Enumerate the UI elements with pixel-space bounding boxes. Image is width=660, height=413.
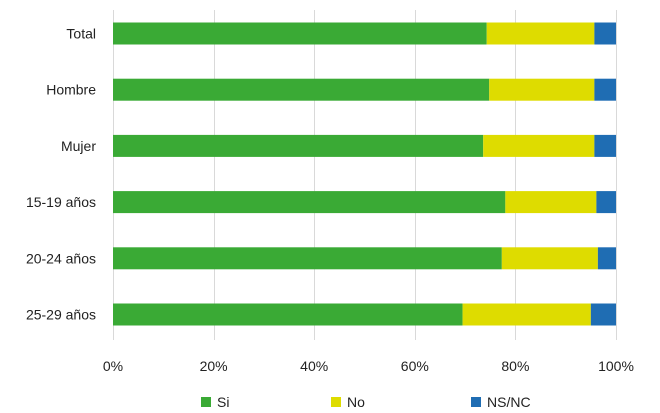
category-label: Hombre (46, 82, 96, 98)
legend-label: No (347, 394, 365, 410)
category-labels: Total Hombre Mujer 15-19 años 20-24 años 25-2… (26, 26, 96, 323)
bar-segment-si (113, 134, 484, 157)
legend: Si No NS/NC (201, 394, 531, 410)
x-tick-label: 80% (501, 358, 529, 374)
bar-segment-si (113, 22, 487, 45)
bar-segment-ns-nc (594, 78, 616, 101)
legend-swatch (201, 397, 211, 407)
x-axis-ticks: 0% 20% 40% 60% 80% 100% (103, 358, 634, 374)
bar-segment-ns-nc (594, 22, 616, 45)
category-label: Mujer (61, 138, 96, 154)
category-label: 20-24 años (26, 250, 96, 266)
x-tick-label: 20% (200, 358, 228, 374)
legend-label: NS/NC (487, 394, 531, 410)
category-label: 15-19 años (26, 194, 96, 210)
bar-segment-si (113, 247, 502, 270)
gridlines (113, 10, 617, 340)
bar-segment-si (113, 191, 506, 214)
bar-segment-no (489, 78, 595, 101)
bar-segment-no (486, 22, 595, 45)
legend-label: Si (217, 394, 229, 410)
bar-segment-no (462, 303, 591, 326)
bar-segment-ns-nc (596, 191, 616, 214)
bar-segment-si (113, 303, 463, 326)
category-label: Total (66, 26, 96, 42)
x-tick-label: 0% (103, 358, 123, 374)
x-tick-label: 40% (300, 358, 328, 374)
bar-segment-si (113, 78, 490, 101)
bar-segment-no (505, 191, 597, 214)
legend-swatch (471, 397, 481, 407)
bar-segment-ns-nc (597, 247, 616, 270)
legend-swatch (331, 397, 341, 407)
bar-segment-no (483, 134, 595, 157)
x-tick-label: 60% (401, 358, 429, 374)
bars (113, 22, 616, 326)
bar-segment-ns-nc (594, 134, 616, 157)
bar-segment-ns-nc (590, 303, 616, 326)
x-tick-label: 100% (598, 358, 634, 374)
category-label: 25-29 años (26, 307, 96, 323)
bar-segment-no (501, 247, 598, 270)
